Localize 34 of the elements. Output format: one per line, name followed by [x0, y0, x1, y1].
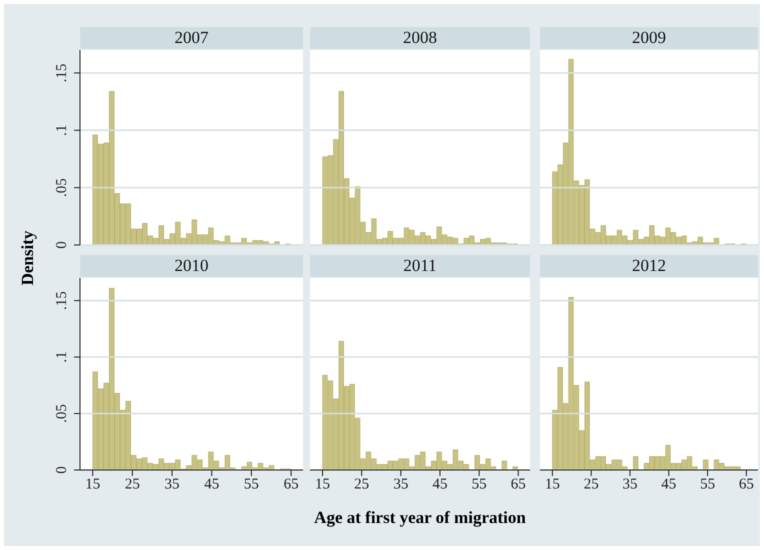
x-tick-label: 35 — [393, 476, 408, 493]
x-tick-label: 45 — [432, 476, 448, 493]
y-axis-title: Density — [18, 230, 38, 286]
y-tick-label: .1 — [54, 351, 70, 363]
y-tick-label: .15 — [54, 64, 70, 82]
x-tick-label: 55 — [700, 476, 716, 493]
x-tick-label: 55 — [244, 476, 259, 493]
y-tick-label: 0 — [54, 241, 70, 249]
y-tick-label: 0 — [54, 466, 70, 474]
x-tick-label: 45 — [661, 476, 676, 493]
x-tick-label: 65 — [738, 476, 754, 493]
y-tick-label: .05 — [54, 178, 70, 198]
chart-title: 2012 — [540, 255, 758, 277]
x-tick-label: 25 — [124, 476, 140, 493]
x-tick-label: 65 — [510, 476, 526, 493]
x-tick-label: 25 — [354, 476, 370, 493]
x-tick-label: 25 — [584, 476, 599, 493]
x-tick-label: 15 — [85, 476, 100, 493]
chart-title: 2010 — [80, 255, 303, 277]
x-axis-title: Age at first year of migration — [313, 508, 527, 528]
x-tick-label: 35 — [622, 476, 638, 493]
chart-title: 2007 — [80, 27, 303, 49]
chart-title: 2009 — [540, 27, 758, 49]
y-tick-label: .1 — [54, 124, 70, 136]
chart-title: 2011 — [310, 255, 530, 277]
y-tick-label: .05 — [54, 404, 70, 423]
x-tick-label: 15 — [315, 476, 330, 493]
x-tick-label: 45 — [204, 476, 220, 493]
x-tick-label: 65 — [284, 476, 299, 493]
x-tick-label: 55 — [472, 476, 487, 493]
chart-title: 2008 — [310, 27, 530, 49]
y-tick-label: .15 — [54, 291, 70, 310]
x-tick-label: 15 — [544, 476, 560, 493]
x-tick-label: 35 — [164, 476, 180, 493]
